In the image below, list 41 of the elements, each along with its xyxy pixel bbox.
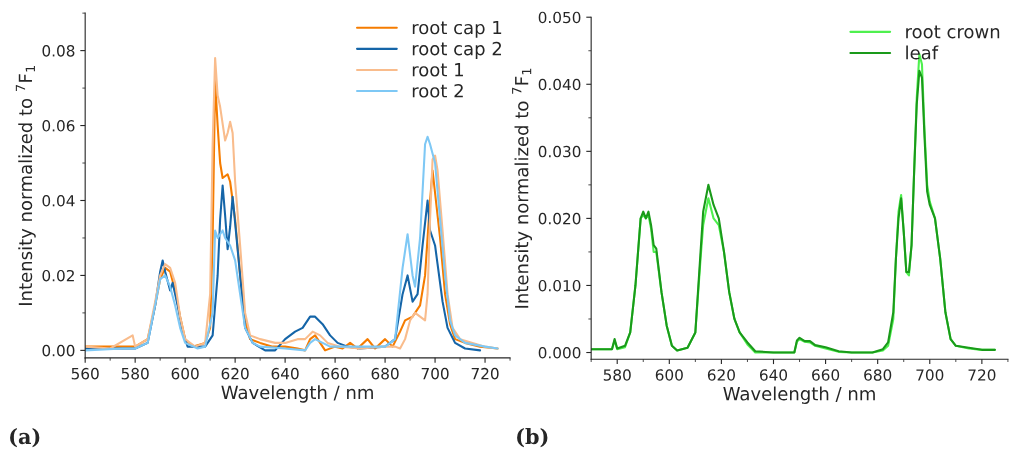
y-tick-label: 0.040 xyxy=(538,78,581,91)
x-tick-label: 580 xyxy=(121,367,149,380)
x-tick-label: 680 xyxy=(371,367,399,380)
legend-label: root 1 xyxy=(412,63,463,77)
y-tick-label: 0.02 xyxy=(42,269,74,282)
x-tick-label: 700 xyxy=(916,369,944,381)
x-tick-label: 720 xyxy=(968,369,996,381)
line-series xyxy=(85,135,499,352)
x-tick-label: 640 xyxy=(759,369,788,381)
text: (b) xyxy=(517,428,548,448)
x-tick-label: 560 xyxy=(71,367,99,380)
x-tick-label: 660 xyxy=(321,367,349,380)
y-tick-label: 0.030 xyxy=(538,145,581,158)
x-tick-label: 660 xyxy=(812,369,840,381)
x-tick-label: 580 xyxy=(603,369,631,381)
y-axis-title: Intensity normalized to $^{7}$F$_{1}$ xyxy=(512,68,532,308)
x-tick-label: 720 xyxy=(471,367,499,380)
x-tick-label: 640 xyxy=(271,367,299,380)
y-tick-label: 0.08 xyxy=(42,45,75,57)
x-axis-title: Wavelength / nm xyxy=(723,386,875,404)
y-tick-label: 0.050 xyxy=(538,11,581,24)
legend-label: root cap 2 xyxy=(412,41,502,59)
y-tick-label: 0.000 xyxy=(538,346,581,359)
y-tick-label: 0.010 xyxy=(538,279,581,292)
legend-label: root crown xyxy=(906,25,1000,39)
x-tick-label: 620 xyxy=(221,367,249,380)
legend-label: root cap 1 xyxy=(412,20,502,38)
y-tick-label: 0.020 xyxy=(538,212,581,225)
y-axis-title: Intensity normalized to $^{7}$F$_{1}$ xyxy=(15,66,36,305)
x-tick-label: 600 xyxy=(655,369,683,381)
x-axis-title: Wavelength / nm xyxy=(221,385,373,403)
y-tick-label: 0.04 xyxy=(42,194,75,207)
legend-label: root 2 xyxy=(412,83,463,98)
x-tick-label: 600 xyxy=(171,367,199,380)
legend-label: leaf xyxy=(906,45,939,60)
text: (a) xyxy=(10,428,40,448)
y-tick-label: 0.06 xyxy=(42,120,75,132)
x-tick-label: 680 xyxy=(864,369,892,381)
x-tick-label: 620 xyxy=(707,369,735,381)
y-tick-label: 0.00 xyxy=(42,344,75,357)
x-tick-label: 700 xyxy=(421,367,449,380)
